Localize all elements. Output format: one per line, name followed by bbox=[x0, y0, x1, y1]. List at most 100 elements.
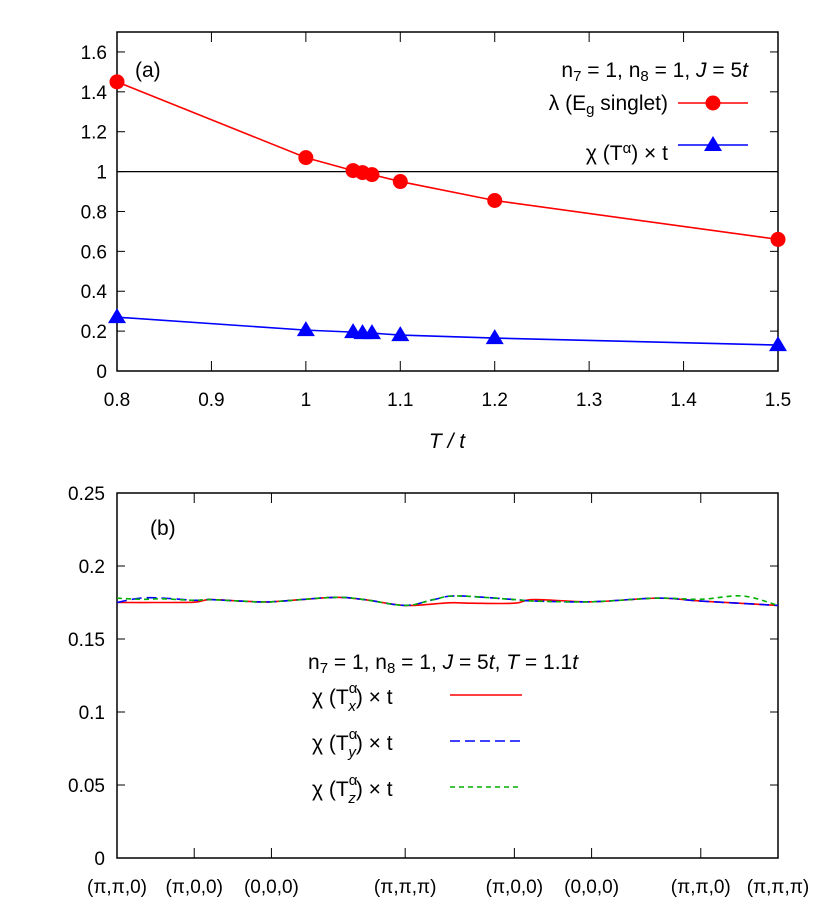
series-line-1 bbox=[116, 316, 779, 346]
x-tick-label: (π,π,π) bbox=[747, 877, 810, 898]
y-tick-label: 0.6 bbox=[81, 242, 107, 263]
series-line-tz bbox=[116, 594, 779, 607]
panel-a-annotation-part: 7 bbox=[573, 68, 581, 85]
legend-text: χ (T bbox=[312, 686, 349, 709]
panel-a-annotation-part: = 1, bbox=[649, 59, 696, 82]
x-tick-label: (π,π,π) bbox=[374, 877, 437, 898]
legend-text: ) × t bbox=[356, 732, 393, 755]
legend-label-chi-part: ) × t bbox=[631, 142, 668, 165]
legend-marker-lambda bbox=[705, 95, 721, 111]
panel-b-annotation-part: = 1, bbox=[395, 651, 442, 674]
data-point bbox=[485, 329, 504, 345]
y-tick-label: 0.15 bbox=[68, 630, 105, 651]
legend-text: ) × t bbox=[356, 686, 393, 709]
panel-a-annotation-part: n bbox=[561, 59, 573, 82]
y-tick-label: 0.25 bbox=[68, 484, 105, 505]
panel-a-label: (a) bbox=[135, 59, 161, 82]
data-point bbox=[487, 193, 503, 209]
panel-b-annotation-part: t bbox=[572, 651, 579, 674]
y-tick-label: 0 bbox=[94, 849, 105, 870]
legend-sub: z bbox=[347, 790, 356, 807]
legend-text: χ (T bbox=[312, 732, 349, 755]
y-tick-label: 1.4 bbox=[81, 83, 108, 104]
panel-a-annotation-part: J bbox=[695, 59, 707, 82]
x-tick-label: 1.3 bbox=[576, 390, 602, 411]
data-point bbox=[296, 321, 315, 337]
legend-label-chi-part: α bbox=[623, 140, 632, 157]
x-tick-label: 0.8 bbox=[104, 390, 130, 411]
y-tick-label: 0.8 bbox=[81, 202, 107, 223]
legend-marker-chi bbox=[704, 136, 722, 151]
y-tick-label: 0 bbox=[96, 362, 107, 383]
data-point bbox=[298, 150, 314, 166]
y-tick-label: 0.2 bbox=[79, 557, 105, 578]
y-tick-label: 0.2 bbox=[81, 322, 107, 343]
x-tick-label: 1.2 bbox=[482, 390, 508, 411]
data-point bbox=[769, 336, 787, 352]
legend-label-lambda-part: g bbox=[586, 101, 594, 118]
series-line-ty bbox=[116, 595, 779, 607]
y-tick-label: 1.6 bbox=[81, 43, 107, 64]
panel-b-annotation: n7 = 1, n8 = 1, J = 5t, T = 1.1t bbox=[308, 651, 579, 677]
panel-b-annotation-part: J bbox=[442, 651, 454, 674]
x-tick-label: 1.5 bbox=[765, 390, 791, 411]
panel-a-annotation-part: 8 bbox=[640, 68, 648, 85]
legend-sub: x bbox=[347, 698, 356, 715]
panel-b-annotation-part: 8 bbox=[387, 660, 395, 677]
legend-sup: α bbox=[349, 680, 358, 697]
panel-b-annotation-part: T bbox=[506, 651, 521, 674]
legend-text: χ (T bbox=[312, 778, 349, 801]
x-tick-label: (0,0,0) bbox=[564, 877, 619, 898]
panel-b-annotation-part: , bbox=[495, 651, 507, 674]
y-tick-label: 1 bbox=[96, 163, 107, 184]
panel-a-annotation-part: = 5 bbox=[707, 59, 743, 82]
panel-b-label: (b) bbox=[150, 517, 176, 540]
data-point bbox=[362, 324, 381, 340]
panel-b-annotation-part: = 5 bbox=[453, 651, 489, 674]
legend-label-chi-part: χ (T bbox=[586, 142, 623, 165]
panel-a-annotation-part: t bbox=[742, 59, 749, 82]
data-point bbox=[770, 231, 786, 247]
x-tick-label: 1.4 bbox=[670, 390, 697, 411]
x-tick-label: (π,π,0) bbox=[671, 877, 731, 898]
panel-b-annotation-part: = 1.1 bbox=[519, 651, 572, 674]
x-axis-label: T / t bbox=[429, 430, 466, 453]
panel-a-annotation: n7 = 1, n8 = 1, J = 5t bbox=[561, 59, 749, 85]
data-point bbox=[392, 174, 408, 190]
x-tick-label: (0,0,0) bbox=[244, 877, 299, 898]
data-point bbox=[391, 326, 410, 342]
x-tick-label: 1 bbox=[301, 390, 312, 411]
y-tick-label: 0.05 bbox=[68, 776, 105, 797]
legend-sup: α bbox=[349, 726, 358, 743]
legend-label-tx: χ (Tα x) × t bbox=[312, 680, 393, 715]
panel-b-annotation-part: 7 bbox=[320, 660, 328, 677]
legend-label-ty: χ (Tα y) × t bbox=[312, 726, 393, 761]
panel-a-annotation-part: = 1, n bbox=[581, 59, 640, 82]
legend-label-lambda: λ (Eg singlet) bbox=[549, 92, 668, 118]
x-tick-label: (π,π,0) bbox=[87, 877, 147, 898]
legend-label-lambda-part: λ (E bbox=[549, 92, 586, 115]
x-tick-label: 1.1 bbox=[387, 390, 413, 411]
panel-b-annotation-part: n bbox=[308, 651, 320, 674]
data-point bbox=[108, 308, 126, 324]
panel-b-annotation-part: = 1, n bbox=[328, 651, 387, 674]
legend-label-chi: χ (Tα) × t bbox=[586, 140, 668, 165]
panel-b-annotation-part: t bbox=[489, 651, 496, 674]
legend-sub: y bbox=[347, 744, 357, 761]
legend-label-tz: χ (Tα z) × t bbox=[312, 772, 393, 807]
data-point bbox=[109, 74, 125, 90]
legend-sup: α bbox=[349, 772, 358, 789]
x-tick-label: (π,0,0) bbox=[165, 877, 222, 898]
series-line-0 bbox=[116, 81, 779, 241]
y-tick-label: 1.2 bbox=[81, 123, 107, 144]
x-tick-label: (π,0,0) bbox=[486, 877, 543, 898]
panel-b-frame bbox=[116, 492, 779, 859]
data-point bbox=[364, 167, 380, 183]
y-tick-label: 0.4 bbox=[81, 282, 108, 303]
x-tick-label: 0.9 bbox=[198, 390, 224, 411]
panel-a-frame bbox=[116, 31, 779, 372]
y-tick-label: 0.1 bbox=[79, 703, 105, 724]
legend-label-lambda-part: singlet) bbox=[594, 92, 668, 115]
legend-text: ) × t bbox=[356, 778, 393, 801]
